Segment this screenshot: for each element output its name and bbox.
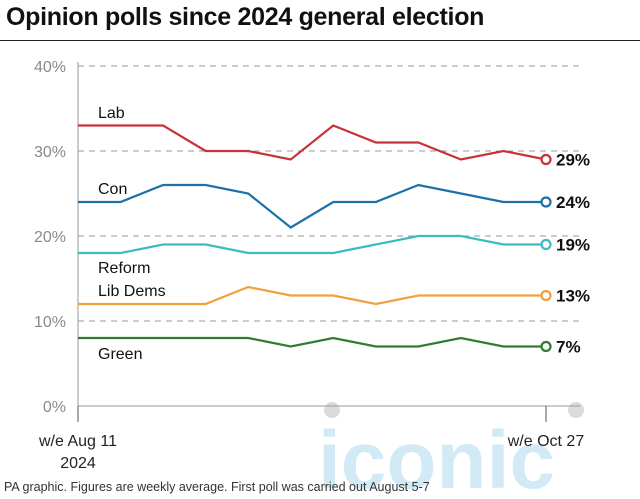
end-value-label-green: 7% — [556, 338, 581, 357]
end-point-con — [540, 196, 552, 208]
watermark-logo: iconic — [318, 402, 584, 499]
chart-title: Opinion polls since 2024 general electio… — [6, 3, 485, 31]
grid-lines — [77, 62, 580, 407]
series-name-label-lib-dems: Lib Dems — [98, 283, 166, 300]
y-tick-label: 10% — [34, 314, 66, 331]
y-tick-label: 30% — [34, 144, 66, 161]
series-line-reform — [78, 234, 546, 255]
series-name-label-con: Con — [98, 181, 127, 198]
series-green: 7% Green — [78, 336, 581, 363]
end-point-lib-dems — [540, 289, 552, 302]
series-line-green — [78, 336, 546, 348]
end-value-label-reform: 19% — [556, 236, 590, 255]
x-tick-label-start: 2024 — [60, 455, 96, 472]
y-tick-label: 0% — [43, 399, 66, 416]
x-tick-label-end: w/e Oct 27 — [507, 433, 585, 450]
series-line-con — [78, 183, 546, 229]
y-axis: 0% 10% 20% 30% 40% — [34, 59, 66, 416]
end-point-lab — [540, 153, 552, 166]
end-value-label-lib-dems: 13% — [556, 287, 590, 306]
series-line-lib-dems — [78, 285, 546, 306]
series-name-label-lab: Lab — [98, 105, 125, 122]
series-con: 24% Con — [78, 181, 590, 229]
x-tick-label-start: w/e Aug 11 — [38, 433, 117, 450]
watermark-text: iconic — [318, 415, 555, 499]
end-value-label-con: 24% — [556, 193, 590, 212]
series-name-label-reform: Reform — [98, 260, 150, 277]
end-point-green — [540, 340, 552, 353]
series-line-lab — [78, 124, 547, 161]
end-value-label-lab: 29% — [556, 151, 590, 170]
footnote: PA graphic. Figures are weekly average. … — [4, 480, 430, 494]
series-reform: 19% Reform — [78, 234, 590, 277]
x-axis: w/e Aug 11 2024 w/e Oct 27 — [38, 406, 584, 472]
series-lab: 29% Lab — [78, 105, 590, 170]
series-lib-dems: 13% Lib Dems — [78, 283, 590, 306]
y-tick-label: 40% — [34, 59, 66, 76]
end-point-reform — [540, 238, 552, 251]
series-name-label-green: Green — [98, 346, 142, 363]
series-lines: 29% Lab 24% Con 19% Reform 13% Lib Dems 7% Green — [78, 105, 590, 363]
title-divider — [0, 40, 640, 41]
y-tick-label: 20% — [34, 229, 66, 246]
